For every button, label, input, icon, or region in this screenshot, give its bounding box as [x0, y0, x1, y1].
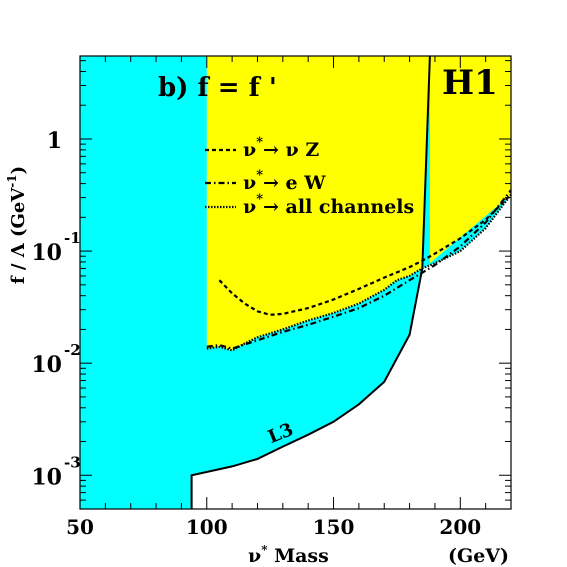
- x-tick-label-0: 50: [66, 515, 94, 539]
- x-axis-label-sup: *: [261, 543, 268, 557]
- y-tick-label-0: 10: [31, 464, 62, 490]
- series-line-3: [190, 55, 431, 509]
- limit-curves: [190, 55, 512, 509]
- y-axis-label-rest: ): [8, 166, 29, 175]
- axis-ticks: [79, 56, 512, 510]
- x-axis-unit: (GeV): [448, 545, 509, 567]
- plot-frame: [79, 55, 512, 510]
- y-tick-label-3: 1: [47, 128, 62, 154]
- experiment-label: H1: [442, 63, 498, 103]
- legend-entry-0: ν*→ ν Z: [243, 135, 319, 161]
- y-tick-exponent-2: -1: [64, 229, 81, 247]
- excluded-regions: [80, 56, 511, 509]
- h1-excluded-region: [206, 56, 511, 351]
- x-tick-label-1: 100: [186, 515, 228, 539]
- y-axis-label-sup: -1: [5, 174, 19, 187]
- x-tick-label-3: 200: [439, 515, 481, 539]
- y-axis-label-main: f / Λ (GeV: [8, 187, 29, 284]
- legend-entry-2: ν*→ all channels: [243, 192, 414, 218]
- y-tick-label-2: 10: [31, 240, 62, 266]
- y-tick-exponent-0: -3: [64, 453, 81, 471]
- x-axis-label: ν* Mass: [248, 543, 329, 567]
- y-tick-label-1: 10: [31, 352, 62, 378]
- y-tick-exponent-1: -2: [64, 341, 81, 359]
- x-axis-label-main: ν: [248, 545, 261, 567]
- x-tick-label-2: 150: [313, 515, 355, 539]
- x-axis-label-rest: Mass: [267, 545, 328, 567]
- legend-entry-1: ν*→ e W: [243, 168, 326, 194]
- panel-label: b) f = f ': [158, 73, 277, 103]
- series-line-0: [218, 193, 512, 316]
- l3-excluded-region: [80, 56, 511, 509]
- y-axis-label: f / Λ (GeV-1): [5, 166, 29, 284]
- legend: ν*→ ν Z ν*→ e Wν*→ all channels: [205, 135, 414, 218]
